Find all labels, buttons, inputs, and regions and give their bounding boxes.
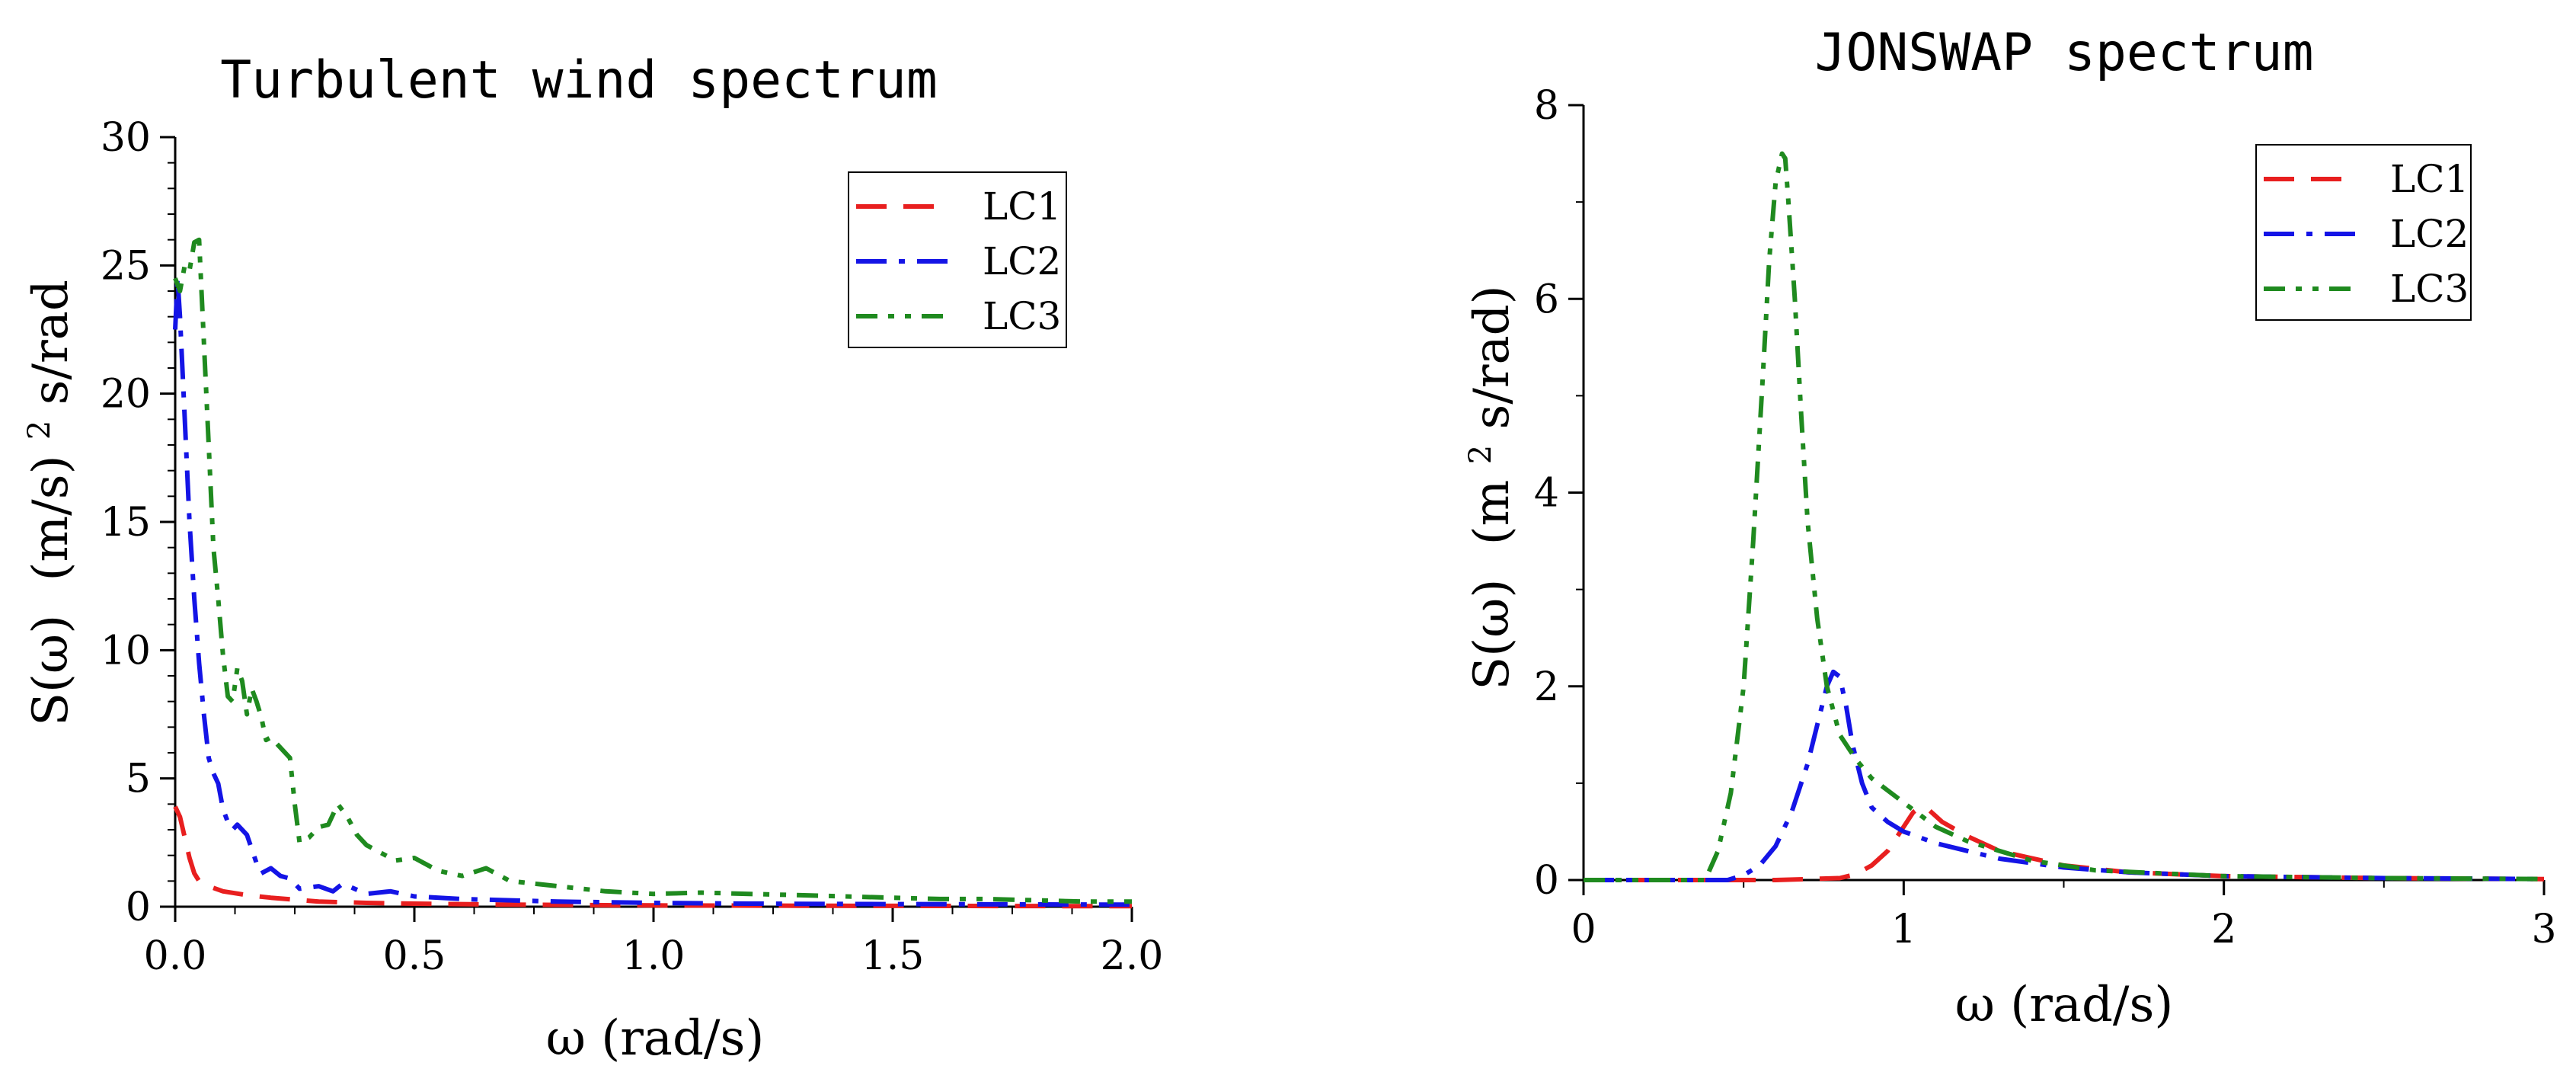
y-tick-label: 15 bbox=[101, 500, 151, 546]
y-label-tail: s/rad bbox=[23, 280, 79, 405]
legend: LC1 LC2 LC3 bbox=[2255, 144, 2472, 321]
y-label-symbol: S(ω) bbox=[1464, 579, 1520, 690]
y-label-symbol: S(ω) bbox=[23, 615, 79, 726]
jonswap-spectrum-panel: JONSWAP spectrum S(ω) (m 2 s/rad) ω (rad… bbox=[1463, 23, 2557, 1033]
svg-text:S(ω) (m 2: S(ω) (m 2 s/rad) bbox=[1463, 285, 1520, 690]
y-tick-label: 4 bbox=[1534, 471, 1559, 517]
legend-label-lc3: LC3 bbox=[983, 294, 1061, 338]
y-tick-label: 2 bbox=[1534, 664, 1559, 710]
x-tick-label: 2 bbox=[2211, 907, 2236, 952]
y-tick-label: 6 bbox=[1534, 277, 1559, 322]
y-label-unit: (m bbox=[1464, 480, 1520, 546]
legend-label-lc1: LC1 bbox=[983, 184, 1061, 229]
x-tick-label: 0.5 bbox=[383, 933, 446, 979]
y-label-superscript: 2 bbox=[22, 421, 57, 440]
x-tick-label: 1.5 bbox=[861, 933, 925, 979]
chart-title: Turbulent wind spectrum bbox=[220, 50, 938, 110]
y-tick-label: 30 bbox=[101, 115, 151, 161]
y-axis-label: S(ω) (m 2 s/rad) bbox=[1463, 285, 1520, 690]
legend-label-lc3: LC3 bbox=[2390, 267, 2469, 311]
svg-text:S(ω) (m/s) 2: S(ω) (m/s) 2 s/rad bbox=[22, 280, 79, 726]
chart-title: JONSWAP spectrum bbox=[1814, 23, 2313, 83]
x-axis-label: ω (rad/s) bbox=[1955, 977, 2174, 1033]
x-tick-label: 1 bbox=[1891, 907, 1916, 952]
y-tick-label: 8 bbox=[1534, 83, 1559, 129]
x-tick-label: 0 bbox=[1571, 907, 1596, 952]
y-tick-label: 10 bbox=[101, 628, 151, 674]
y-tick-label: 20 bbox=[101, 372, 151, 418]
y-tick-label: 5 bbox=[126, 757, 151, 802]
x-tick-label: 0.0 bbox=[144, 933, 207, 979]
series-line-lc3 bbox=[1584, 151, 2545, 882]
wind-spectrum-panel: Turbulent wind spectrum S(ω) (m/s) 2 s/r… bbox=[22, 50, 1163, 1067]
x-tick-label: 2.0 bbox=[1101, 933, 1164, 979]
series-line-lc1 bbox=[173, 805, 1133, 909]
x-axis-label: ω (rad/s) bbox=[546, 1010, 765, 1067]
y-label-unit: (m/s) bbox=[23, 455, 79, 581]
legend: LC1 LC2 LC3 bbox=[848, 171, 1067, 348]
legend-label-lc2: LC2 bbox=[2390, 212, 2469, 256]
y-tick-label: 25 bbox=[101, 243, 151, 289]
y-tick-label: 0 bbox=[1534, 858, 1559, 904]
legend-label-lc2: LC2 bbox=[983, 239, 1061, 283]
y-axis-label: S(ω) (m/s) 2 s/rad bbox=[22, 280, 79, 726]
x-tick-label: 3 bbox=[2531, 907, 2556, 952]
y-label-tail: s/rad) bbox=[1464, 285, 1520, 429]
series-line-lc2 bbox=[173, 276, 1133, 907]
series-line-lc2 bbox=[1584, 669, 2545, 882]
y-label-superscript: 2 bbox=[1463, 445, 1498, 464]
x-tick-label: 1.0 bbox=[622, 933, 686, 979]
legend-label-lc1: LC1 bbox=[2390, 157, 2469, 201]
y-tick-label: 0 bbox=[126, 885, 151, 930]
